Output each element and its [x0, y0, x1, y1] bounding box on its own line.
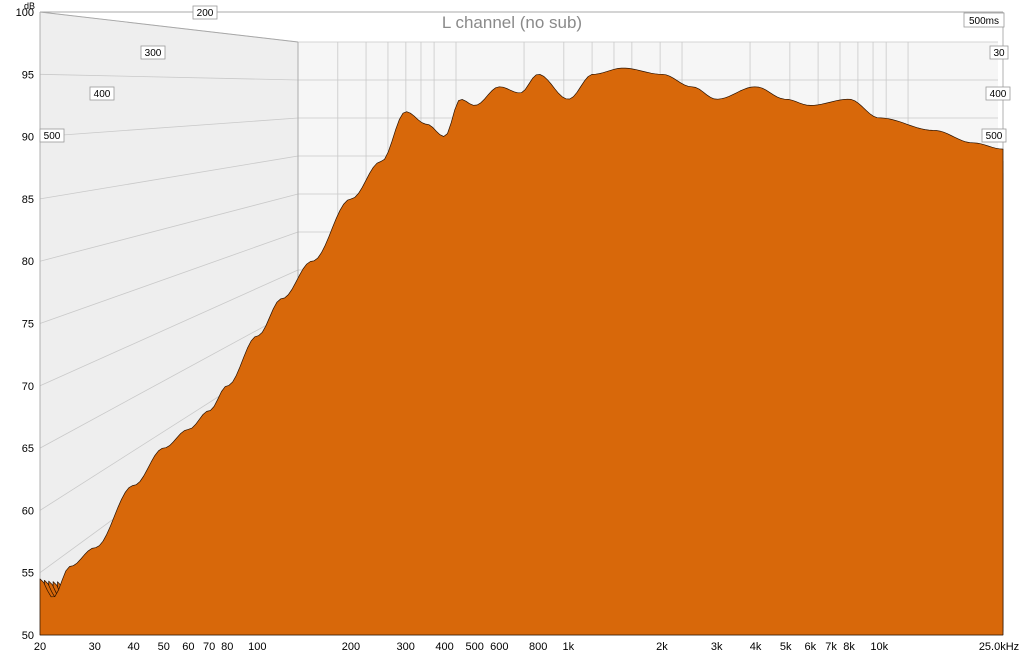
y-tick-label: 85: [22, 194, 34, 206]
x-tick-label: 70: [203, 641, 215, 653]
x-tick-label: 5k: [780, 641, 792, 653]
x-tick-label: 800: [529, 641, 547, 653]
x-tick-label: 8k: [843, 641, 855, 653]
time-end-label-box: 500ms: [963, 12, 1005, 28]
time-label-left: 400: [89, 86, 115, 101]
x-tick-label: 300: [397, 641, 415, 653]
y-tick-label: 90: [22, 132, 34, 144]
time-label-right-text: 30: [993, 48, 1005, 59]
waterfall-slices: [39, 67, 1004, 636]
left-wall: [40, 12, 298, 635]
x-tick-label: 80: [221, 641, 233, 653]
y-tick-label: 80: [22, 256, 34, 268]
time-label-right: 30: [989, 45, 1009, 60]
x-tick-label: 60: [182, 641, 194, 653]
y-tick-label: 65: [22, 443, 34, 455]
x-tick-label: 2k: [656, 641, 668, 653]
time-label-left: 500: [39, 128, 65, 143]
x-tick-label: 3k: [711, 641, 723, 653]
x-tick-label: 500: [466, 641, 484, 653]
time-end-label: 500ms: [969, 16, 999, 27]
y-tick-label: 55: [22, 568, 34, 580]
x-tick-label: 6k: [804, 641, 816, 653]
time-label-left-text: 400: [94, 89, 111, 100]
x-tick-label: 200: [342, 641, 360, 653]
time-label-left: 200: [192, 5, 218, 20]
grid-db-side: [39, 155, 299, 200]
frame-edge: [39, 11, 299, 43]
x-tick-label: 30: [89, 641, 101, 653]
y-unit-label: dB: [24, 1, 35, 11]
x-tick-label: 400: [435, 641, 453, 653]
x-tick-label: 20: [34, 641, 46, 653]
y-tick-label: 60: [22, 505, 34, 517]
time-label-left-text: 200: [197, 8, 214, 19]
grid-db-side: [39, 117, 299, 137]
waterfall-slice: [39, 67, 1004, 636]
time-label-left-text: 300: [145, 48, 162, 59]
time-label-right-text: 400: [990, 89, 1007, 100]
x-tick-label: 50: [158, 641, 170, 653]
grid-db-side: [39, 73, 299, 81]
y-tick-label: 100: [16, 7, 34, 19]
grid-db-side: [39, 307, 299, 449]
y-tick-label: 75: [22, 319, 34, 331]
x-tick-label: 600: [490, 641, 508, 653]
y-tick-label: 50: [22, 630, 34, 642]
time-label-right: 400: [985, 86, 1011, 101]
x-unit-label: 25.0kHz: [979, 641, 1019, 653]
x-tick-label: 1k: [562, 641, 574, 653]
grid-db-side: [39, 269, 299, 387]
grid-db-side: [39, 231, 299, 324]
x-tick-label: 7k: [825, 641, 837, 653]
y-tick-label: 95: [22, 69, 34, 81]
x-tick-label: 10k: [870, 641, 888, 653]
time-label-right: 500: [981, 128, 1007, 143]
time-label-left: 300: [140, 45, 166, 60]
time-label-left-text: 500: [44, 131, 61, 142]
y-tick-label: 70: [22, 381, 34, 393]
x-tick-label: 40: [127, 641, 139, 653]
x-tick-label: 100: [248, 641, 266, 653]
chart-title: L channel (no sub): [442, 13, 582, 32]
x-tick-label: 4k: [750, 641, 762, 653]
grid-db-side: [39, 193, 299, 262]
time-label-right-text: 500: [986, 131, 1003, 142]
